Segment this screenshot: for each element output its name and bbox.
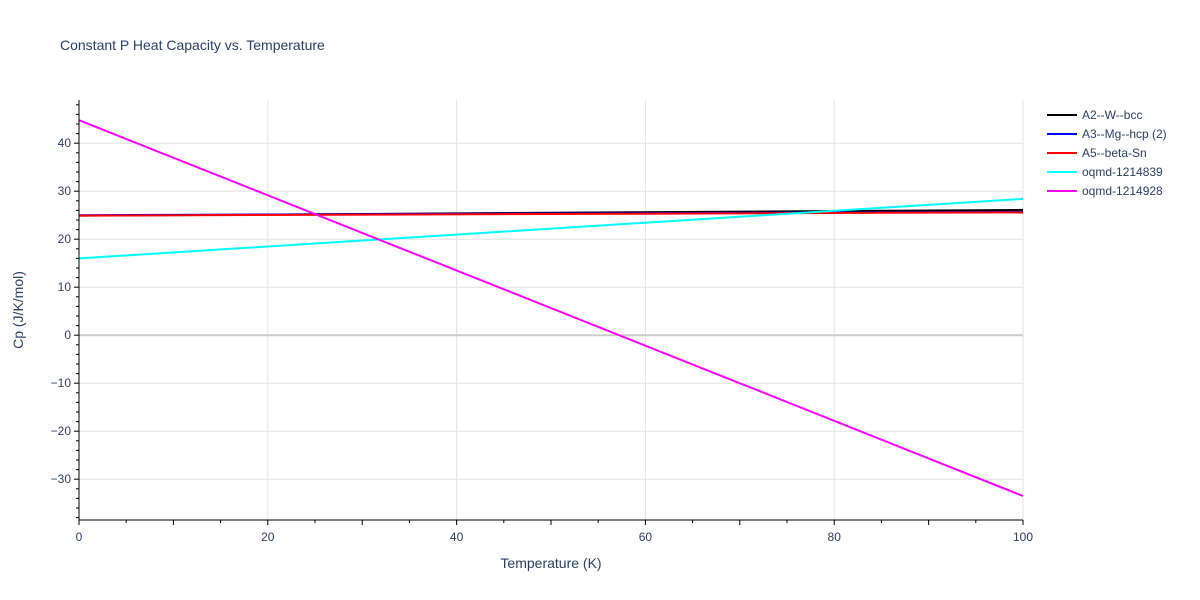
y-tick-label: 10: [58, 280, 72, 294]
y-tick-label: −20: [51, 424, 72, 438]
legend[interactable]: A2--W--bcc A3--Mg--hcp (2) A5--beta-Sn oqmd…: [1047, 108, 1167, 198]
y-tick-label: 0: [64, 328, 71, 342]
axes: 0 20 40 60 80 100 −30 −20 −10 0 10 20 30 40: [51, 100, 1033, 544]
y-tick-label: 40: [58, 136, 72, 150]
legend-item[interactable]: oqmd-1214928: [1047, 184, 1163, 198]
x-tick-label: 20: [261, 530, 275, 544]
legend-item[interactable]: A5--beta-Sn: [1047, 146, 1147, 160]
legend-item[interactable]: oqmd-1214839: [1047, 165, 1163, 179]
chart-title: Constant P Heat Capacity vs. Temperature: [60, 37, 325, 53]
x-tick-label: 100: [1013, 530, 1033, 544]
legend-label: oqmd-1214928: [1082, 184, 1163, 198]
legend-label: oqmd-1214839: [1082, 165, 1163, 179]
x-tick-label: 0: [76, 530, 83, 544]
series-line-2[interactable]: [78, 211, 1024, 217]
x-tick-label: 60: [639, 530, 653, 544]
legend-item[interactable]: A2--W--bcc: [1047, 108, 1142, 122]
legend-item[interactable]: A3--Mg--hcp (2): [1047, 127, 1167, 141]
y-tick-label: 20: [58, 232, 72, 246]
series-line-3[interactable]: [78, 197, 1024, 260]
x-tick-label: 40: [450, 530, 464, 544]
y-tick-label: 30: [58, 184, 72, 198]
x-axis-label: Temperature (K): [500, 555, 601, 571]
series-layer: [78, 119, 1024, 497]
y-tick-label: −30: [51, 472, 72, 486]
series-line-4[interactable]: [78, 119, 1024, 497]
y-tick-label: −10: [51, 376, 72, 390]
x-tick-label: 80: [828, 530, 842, 544]
legend-label: A3--Mg--hcp (2): [1082, 127, 1167, 141]
legend-label: A2--W--bcc: [1082, 108, 1142, 122]
grid: [79, 100, 1024, 520]
y-axis-label: Cp (J/K/mol): [10, 271, 26, 349]
legend-label: A5--beta-Sn: [1082, 146, 1147, 160]
